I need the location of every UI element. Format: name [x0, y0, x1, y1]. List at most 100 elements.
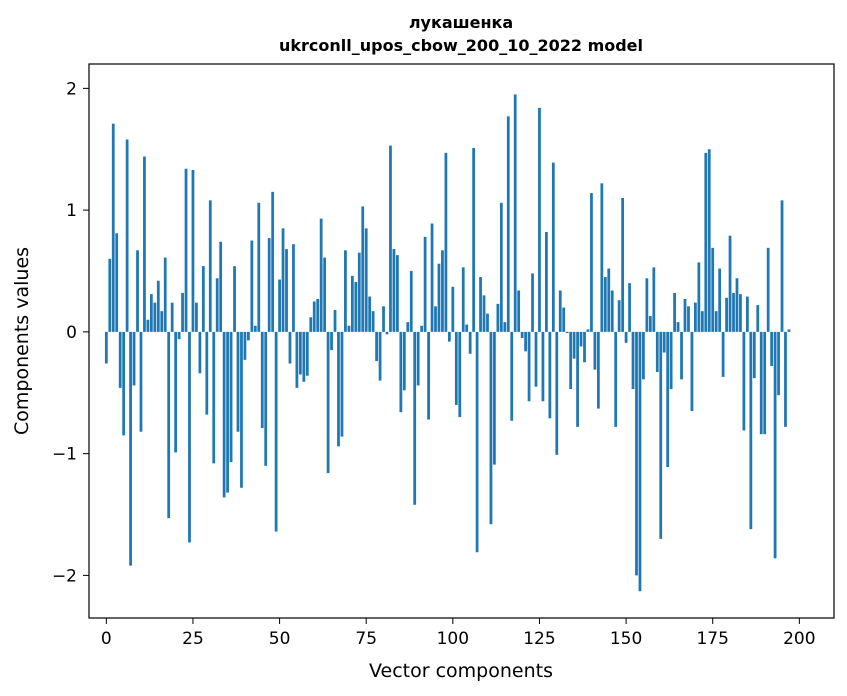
- bar-component-9: [136, 250, 139, 332]
- bar-component-57: [302, 331, 306, 382]
- bar-component-11: [143, 156, 146, 332]
- x-tick-label: 100: [437, 629, 469, 649]
- bar-component-176: [714, 311, 718, 332]
- bar-component-128: [548, 331, 552, 419]
- bar-component-160: [659, 331, 663, 539]
- bar-component-65: [330, 331, 333, 351]
- bar-component-109: [482, 295, 486, 332]
- bar-component-83: [392, 249, 396, 332]
- bar-component-122: [527, 331, 531, 402]
- bar-component-23: [184, 168, 188, 332]
- bar-component-1: [108, 258, 112, 332]
- bar-component-171: [697, 262, 701, 332]
- bar-component-106: [472, 148, 476, 332]
- bar-component-120: [520, 331, 524, 338]
- bar-component-196: [784, 331, 787, 427]
- x-tick-label: 125: [523, 629, 555, 649]
- bar-component-158: [652, 267, 656, 332]
- bar-component-78: [375, 331, 378, 362]
- bar-component-178: [721, 331, 725, 377]
- bar-component-121: [524, 331, 527, 352]
- bar-component-26: [195, 302, 198, 332]
- bar-component-85: [399, 331, 403, 413]
- y-tick-label: 0: [66, 323, 77, 343]
- bar-component-191: [766, 247, 770, 332]
- bar-component-2: [111, 123, 115, 332]
- bar-component-71: [350, 275, 354, 332]
- bar-component-166: [680, 331, 683, 380]
- bar-component-49: [274, 331, 278, 532]
- bar-component-110: [486, 313, 489, 332]
- bar-component-29: [205, 331, 209, 415]
- bar-component-186: [749, 331, 753, 530]
- x-tick-label: 175: [696, 629, 728, 649]
- bar-component-144: [603, 277, 607, 332]
- bar-component-76: [368, 296, 372, 332]
- bar-component-99: [447, 331, 451, 342]
- bar-component-173: [704, 152, 708, 332]
- bar-component-93: [427, 331, 430, 420]
- x-tick-label: 150: [610, 629, 642, 649]
- bar-component-132: [562, 307, 566, 332]
- bar-component-60: [312, 301, 316, 332]
- bar-component-124: [534, 331, 538, 387]
- x-tick-label: 50: [269, 629, 291, 649]
- y-tick-label: 1: [66, 201, 77, 221]
- bar-component-112: [493, 331, 496, 465]
- bar-component-5: [122, 331, 126, 436]
- bar-component-56: [298, 331, 302, 375]
- bar-component-145: [607, 268, 611, 332]
- x-tick-label: 200: [783, 629, 815, 649]
- bar-component-13: [149, 294, 153, 332]
- bar-component-53: [288, 331, 292, 364]
- bar-component-28: [201, 266, 205, 332]
- bar-component-183: [739, 294, 742, 332]
- bar-component-32: [215, 278, 219, 332]
- bar-component-105: [468, 331, 472, 354]
- bar-component-44: [257, 202, 261, 332]
- bar-component-107: [475, 331, 479, 553]
- bar-component-168: [687, 306, 690, 332]
- bar-component-157: [648, 316, 652, 332]
- bar-component-39: [240, 331, 243, 488]
- bar-component-130: [555, 331, 559, 455]
- bar-component-59: [309, 317, 313, 332]
- bar-component-100: [451, 286, 455, 332]
- bar-component-15: [156, 280, 160, 332]
- bar-component-115: [503, 322, 507, 332]
- bar-component-97: [441, 250, 444, 332]
- bar-component-73: [357, 252, 361, 332]
- bar-component-67: [337, 331, 340, 447]
- bar-component-41: [247, 331, 250, 341]
- bar-component-114: [499, 202, 503, 332]
- bar-component-43: [253, 325, 257, 332]
- bar-component-139: [586, 329, 590, 332]
- bar-component-174: [707, 149, 711, 332]
- x-tick-label: 0: [101, 629, 112, 649]
- bar-component-40: [243, 331, 247, 360]
- bar-component-177: [718, 268, 722, 332]
- bar-component-17: [163, 257, 167, 332]
- bar-component-136: [576, 331, 579, 427]
- bar-component-4: [118, 331, 122, 388]
- bar-component-18: [167, 331, 171, 519]
- bar-component-24: [188, 331, 191, 543]
- bar-component-184: [742, 331, 746, 431]
- bar-component-74: [361, 206, 365, 332]
- bar-component-129: [551, 162, 555, 332]
- bar-component-127: [545, 232, 548, 332]
- bar-component-0: [104, 331, 108, 364]
- bar-component-103: [461, 267, 465, 332]
- y-tick-label: −1: [52, 445, 77, 465]
- bar-component-87: [406, 322, 410, 332]
- bar-component-165: [676, 322, 680, 332]
- bar-component-62: [319, 218, 323, 332]
- bar-component-179: [725, 297, 728, 332]
- bar-component-134: [569, 331, 573, 390]
- bar-component-117: [510, 331, 514, 421]
- bar-component-89: [413, 331, 417, 505]
- bar-component-55: [295, 331, 299, 388]
- bar-component-164: [673, 292, 676, 332]
- y-tick-label: −2: [52, 566, 77, 586]
